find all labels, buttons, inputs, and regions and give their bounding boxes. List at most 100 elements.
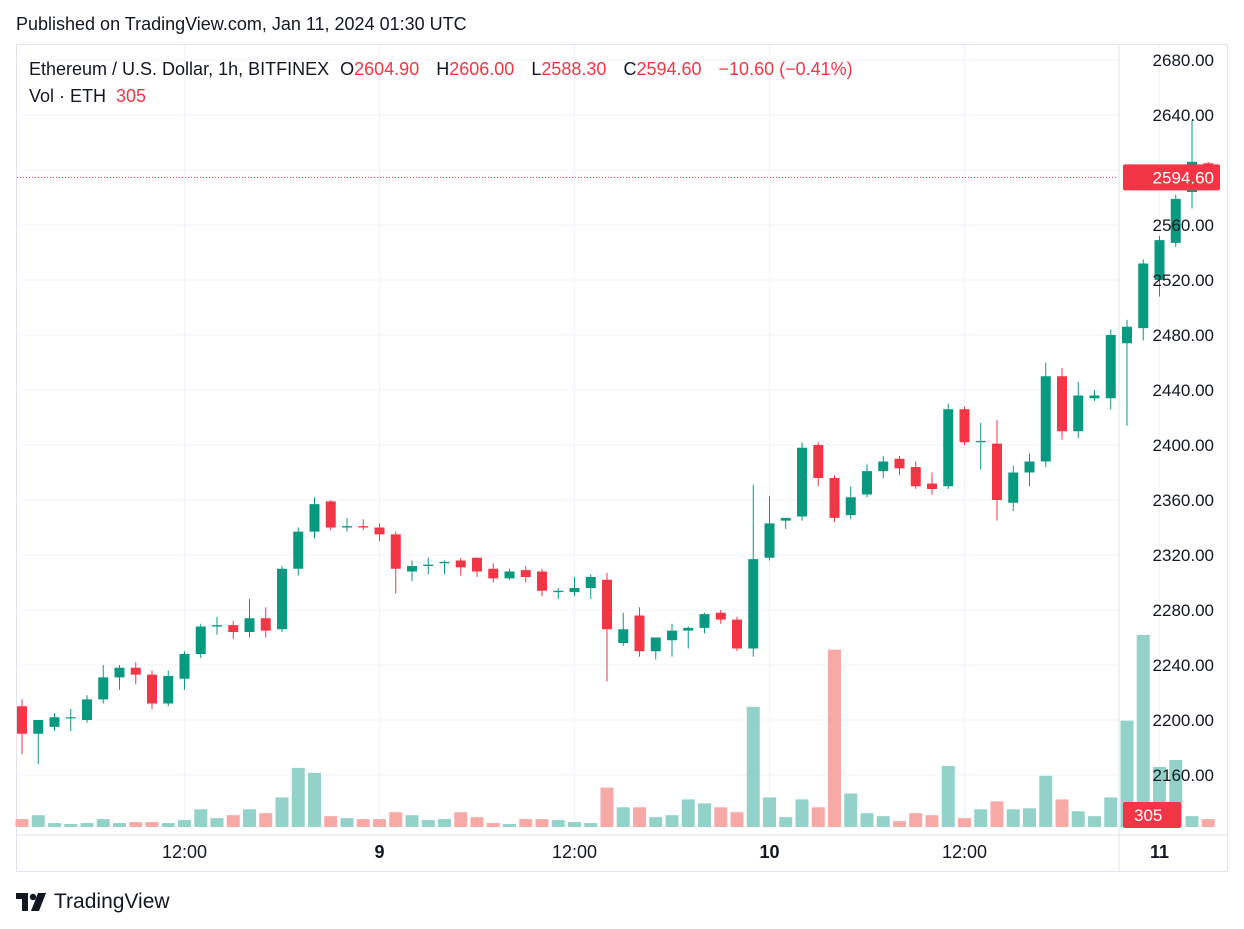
candle-body[interactable] xyxy=(342,526,352,528)
candle-body[interactable] xyxy=(943,409,954,487)
volume-bar xyxy=(291,767,305,827)
y-tick-label: 2200.00 xyxy=(1153,711,1214,730)
y-tick-label: 2320.00 xyxy=(1153,546,1214,565)
low-value-group: L2588.30 xyxy=(531,59,612,79)
candle-body[interactable] xyxy=(163,676,174,704)
high-label: H xyxy=(436,59,450,79)
candle-body[interactable] xyxy=(309,504,320,532)
candle-body[interactable] xyxy=(845,497,856,516)
candle-body[interactable] xyxy=(862,471,872,495)
candle-body[interactable] xyxy=(910,467,921,487)
candle-body[interactable] xyxy=(1008,472,1019,503)
candle-body[interactable] xyxy=(1024,461,1035,473)
candle-body[interactable] xyxy=(439,561,450,564)
candle-body[interactable] xyxy=(1073,395,1084,432)
candle-body[interactable] xyxy=(1089,395,1100,399)
volume-bar xyxy=(1136,634,1150,827)
candle-body[interactable] xyxy=(244,618,255,632)
volume-bar xyxy=(129,822,143,827)
close-value-group: C2594.60 xyxy=(623,59,707,79)
candle-body[interactable] xyxy=(195,626,206,655)
candle-body[interactable] xyxy=(472,557,482,572)
candle-body[interactable] xyxy=(667,630,677,641)
candle-body[interactable] xyxy=(894,458,905,469)
candle-body[interactable] xyxy=(829,478,840,518)
candle-body[interactable] xyxy=(277,568,287,630)
candle-body[interactable] xyxy=(407,566,417,572)
open-value: 2604.90 xyxy=(354,59,420,79)
candle-body[interactable] xyxy=(780,517,791,521)
candle-body[interactable] xyxy=(98,677,109,700)
candle-body[interactable] xyxy=(813,445,824,478)
candle-body[interactable] xyxy=(1105,335,1116,399)
candle-body[interactable] xyxy=(114,667,125,678)
candle-body[interactable] xyxy=(715,612,726,620)
candle-body[interactable] xyxy=(374,527,385,535)
y-tick-label: 2400.00 xyxy=(1153,436,1214,455)
candle-body[interactable] xyxy=(878,461,889,472)
candle-body[interactable] xyxy=(1170,198,1181,243)
candle-body[interactable] xyxy=(927,483,937,490)
candle-body[interactable] xyxy=(130,667,141,675)
volume-value: 305 xyxy=(116,86,147,106)
candle-body[interactable] xyxy=(33,720,44,734)
candle-body[interactable] xyxy=(179,654,190,679)
volume-bar xyxy=(259,813,273,827)
candle-body[interactable] xyxy=(959,409,970,443)
candle-body[interactable] xyxy=(797,447,807,517)
candle-body[interactable] xyxy=(975,440,986,443)
candle-body[interactable] xyxy=(423,564,434,566)
candle-body[interactable] xyxy=(1122,326,1132,344)
candle-body[interactable] xyxy=(520,570,531,577)
volume-bar xyxy=(340,818,354,827)
candle-body[interactable] xyxy=(390,534,401,569)
candle-body[interactable] xyxy=(634,615,645,652)
candle-body[interactable] xyxy=(212,625,222,627)
candle-body[interactable] xyxy=(82,699,92,720)
volume-bar xyxy=(324,816,338,827)
candle-body[interactable] xyxy=(569,588,580,593)
volume-bar xyxy=(243,809,256,827)
candle-body[interactable] xyxy=(699,614,710,628)
candle-body[interactable] xyxy=(683,627,694,631)
candle-body[interactable] xyxy=(260,618,271,631)
candle-body[interactable] xyxy=(553,590,564,593)
candle-body[interactable] xyxy=(358,526,369,528)
volume-bar xyxy=(1104,797,1118,827)
volume-bar xyxy=(584,823,598,827)
symbol-title[interactable]: Ethereum / U.S. Dollar, 1h, BITFINEX xyxy=(29,59,330,79)
candle-body[interactable] xyxy=(17,706,27,734)
candle-body[interactable] xyxy=(618,629,629,643)
candle-body[interactable] xyxy=(992,443,1002,500)
candle-body[interactable] xyxy=(585,577,596,588)
volume-bar xyxy=(1039,775,1053,827)
tradingview-logo[interactable]: TradingView xyxy=(16,889,170,915)
candle-body[interactable] xyxy=(504,571,515,579)
volume-bar xyxy=(649,817,663,827)
candle-body[interactable] xyxy=(325,501,336,528)
candle-body[interactable] xyxy=(65,717,76,719)
candle-body[interactable] xyxy=(455,560,466,568)
candle-body[interactable] xyxy=(49,717,60,727)
candle-body[interactable] xyxy=(1154,240,1165,280)
candle-body[interactable] xyxy=(732,619,742,649)
candle-body[interactable] xyxy=(650,637,661,652)
candle-body[interactable] xyxy=(764,523,775,558)
y-tick-label: 2560.00 xyxy=(1153,216,1214,235)
volume-bar xyxy=(275,797,289,827)
volume-bar xyxy=(503,824,516,827)
volume-bar xyxy=(64,824,78,827)
candle-body[interactable] xyxy=(228,625,239,632)
candle-body[interactable] xyxy=(537,571,547,591)
candle-body[interactable] xyxy=(602,579,612,630)
candle-body[interactable] xyxy=(1040,376,1051,462)
candle-body[interactable] xyxy=(147,674,157,704)
candle-body[interactable] xyxy=(748,559,759,649)
candle-body[interactable] xyxy=(1057,376,1067,432)
candle-body[interactable] xyxy=(1138,263,1149,329)
candle-body[interactable] xyxy=(293,531,304,569)
volume-bar xyxy=(600,787,614,827)
volume-label[interactable]: Vol · ETH xyxy=(29,86,107,106)
candle-body[interactable] xyxy=(488,568,499,579)
